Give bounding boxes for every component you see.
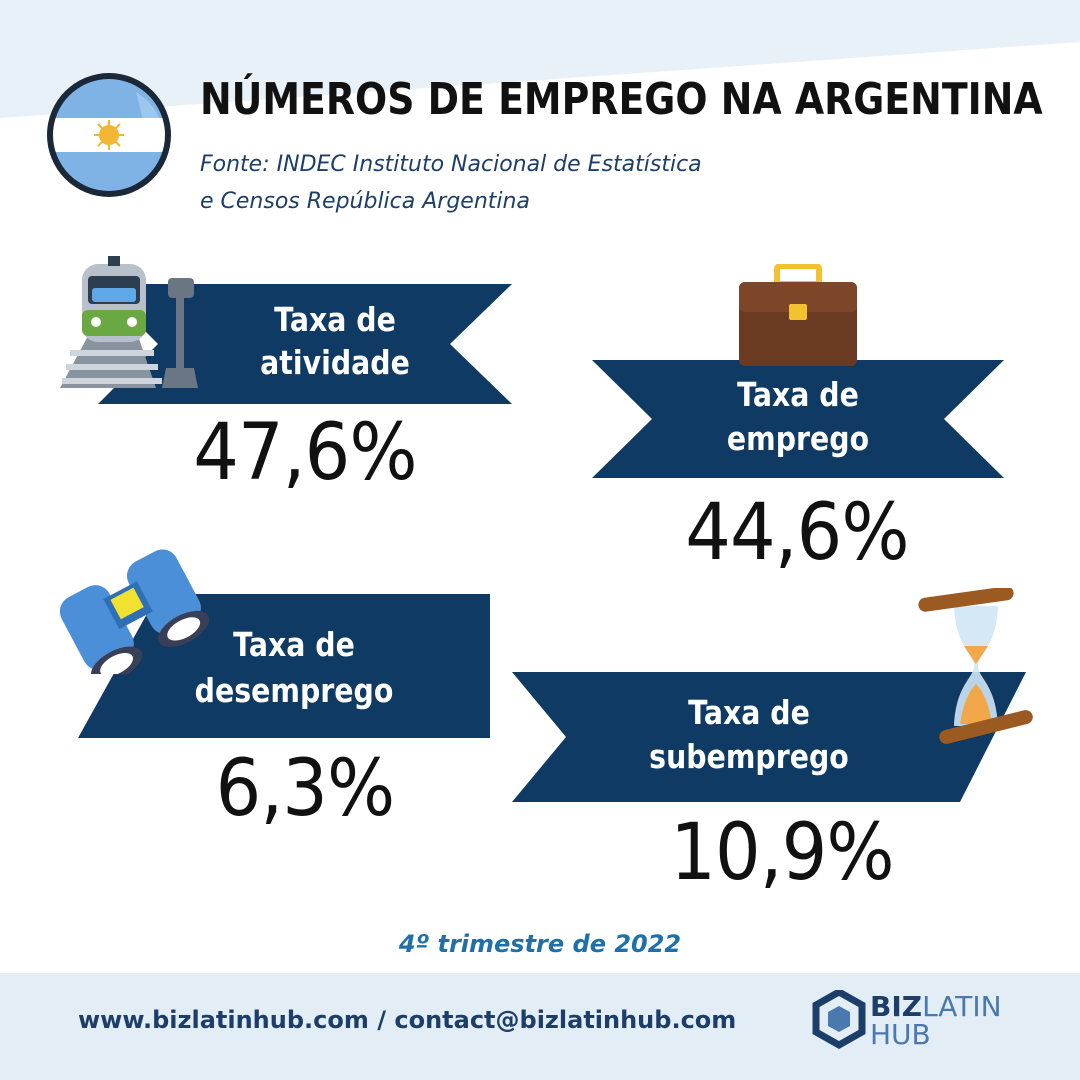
banner-ribbon — [592, 360, 1004, 478]
briefcase-icon — [739, 264, 857, 366]
activity-rate-value: 47,6% — [193, 408, 417, 498]
footer-bar — [0, 973, 1080, 1080]
unemployment-rate-value: 6,3% — [215, 744, 396, 834]
employment-rate-value: 44,6% — [685, 488, 909, 578]
banner-label-line-2: atividade — [260, 343, 410, 382]
logo-mark-icon — [812, 987, 866, 1050]
biz-latin-hub-logo[interactable]: BIZLATIN HUB — [812, 987, 1012, 1054]
employment-rate-banner: Taxa de emprego — [592, 360, 1004, 478]
train-icon — [60, 256, 198, 388]
banner-label-line-2: subemprego — [649, 737, 849, 776]
underemployment-rate-value: 10,9% — [670, 808, 894, 898]
binoculars-icon — [59, 549, 210, 674]
banner-label-line-1: Taxa de — [737, 375, 859, 414]
banner-ribbon — [512, 672, 1026, 802]
banner-label-line-1: Taxa de — [688, 693, 810, 732]
activity-rate-banner: Taxa de atividade — [98, 284, 512, 404]
banner-label-line-1: Taxa de — [233, 625, 355, 664]
logo-part-1: BIZ — [870, 990, 923, 1023]
underemployment-rate-banner: Taxa de subemprego — [512, 672, 1026, 802]
page-title: NÚMEROS DE EMPREGO NA ARGENTINA — [200, 74, 1043, 125]
source-line-1: Fonte: INDEC Instituto Nacional de Estat… — [200, 152, 702, 177]
source-note: Fonte: INDEC Instituto Nacional de Estat… — [200, 146, 702, 220]
banner-ribbon — [98, 284, 512, 404]
hourglass-icon — [918, 588, 1033, 744]
logo-part-3: HUB — [870, 1018, 931, 1051]
argentina-flag-icon — [47, 73, 171, 197]
banner-label-line-2: desemprego — [194, 671, 394, 710]
source-line-2: e Censos República Argentina — [200, 189, 530, 214]
logo-wordmark: BIZLATIN — [870, 992, 1002, 1022]
banner-label-line-2: emprego — [726, 419, 870, 458]
logo-part-2: LATIN — [922, 990, 1002, 1023]
banner-label-line-1: Taxa de — [274, 300, 396, 339]
contact-info[interactable]: www.bizlatinhub.com / contact@bizlatinhu… — [78, 1006, 737, 1034]
period-label: 4º trimestre de 2022 — [398, 930, 682, 958]
